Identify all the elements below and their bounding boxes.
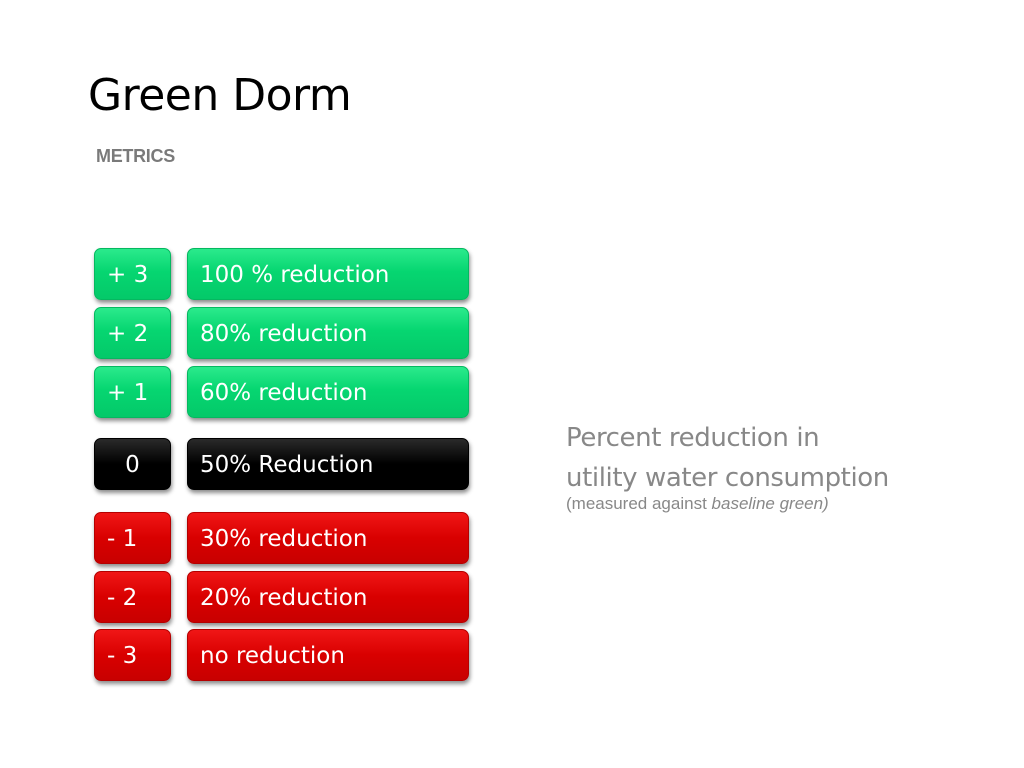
metric-label-zero: 50% Reduction: [187, 438, 469, 490]
metric-score-zero: 0: [94, 438, 171, 490]
description-note: (measured against baseline green): [566, 493, 889, 515]
metric-score-minus-2: - 2: [94, 571, 171, 623]
slide-subtitle: METRICS: [96, 146, 175, 166]
slide-title: Green Dorm: [88, 70, 352, 121]
metric-label-plus-3: 100 % reduction: [187, 248, 469, 300]
description-note-emphasis: baseline green): [711, 494, 829, 513]
metric-score-minus-3: - 3: [94, 629, 171, 681]
description-line-1: Percent reduction in: [566, 423, 820, 453]
metric-label-minus-2: 20% reduction: [187, 571, 469, 623]
metric-description: Percent reduction in utility water consu…: [566, 418, 889, 515]
metric-score-minus-1: - 1: [94, 512, 171, 564]
metric-label-plus-2: 80% reduction: [187, 307, 469, 359]
metric-label-minus-3: no reduction: [187, 629, 469, 681]
description-note-prefix: (measured against: [566, 494, 712, 513]
metric-score-plus-2: + 2: [94, 307, 171, 359]
description-line-2: utility water consumption: [566, 463, 889, 493]
metric-label-plus-1: 60% reduction: [187, 366, 469, 418]
metric-score-plus-3: + 3: [94, 248, 171, 300]
metric-label-minus-1: 30% reduction: [187, 512, 469, 564]
metric-score-plus-1: + 1: [94, 366, 171, 418]
